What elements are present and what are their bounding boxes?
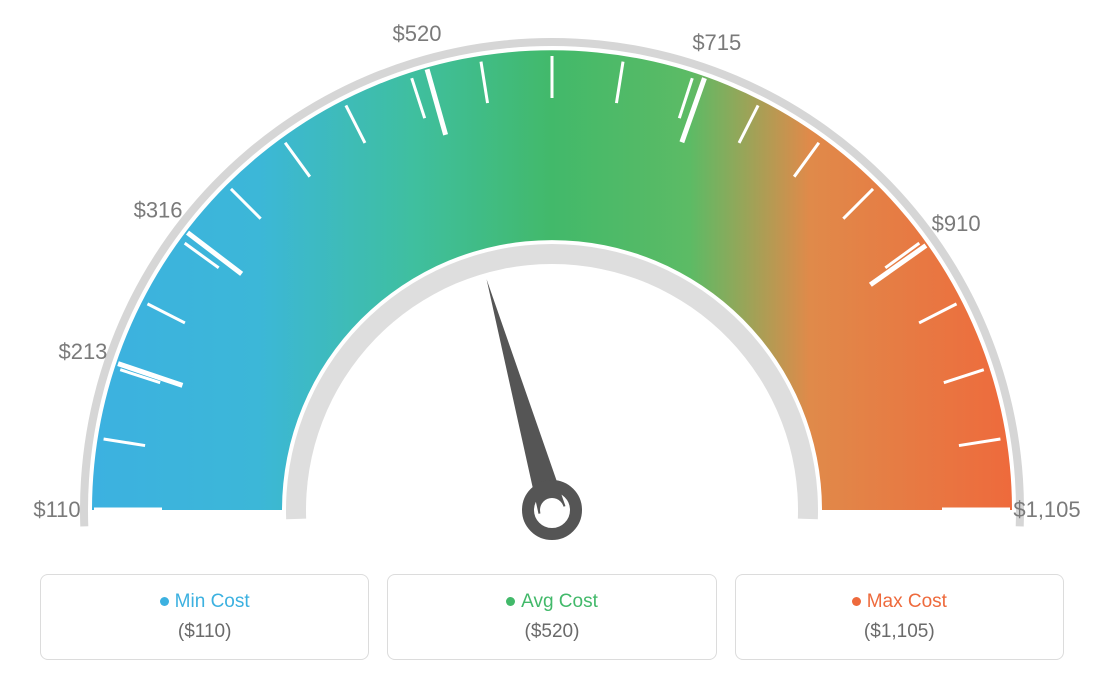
legend-box-min: Min Cost ($110) [40,574,369,660]
gauge-tick-label: $1,105 [1013,497,1080,522]
gauge-tick-label: $110 [33,497,80,522]
legend-value-avg: ($520) [398,621,705,643]
legend-label-min: Min Cost [51,591,358,613]
legend-label-max: Max Cost [746,591,1053,613]
gauge-area: $110 $213 $316 $520 $715 $910 $1,105 [0,0,1104,560]
gauge-tick-label: $715 [692,30,741,55]
legend-label-avg-text: Avg Cost [521,591,598,612]
legend-label-max-text: Max Cost [867,591,947,612]
gauge-tick-label: $213 [58,339,107,364]
legend-dot-avg [506,597,515,606]
gauge-needle-hub-inner [540,498,564,522]
legend-dot-min [160,597,169,606]
legend-label-min-text: Min Cost [175,591,250,612]
gauge-svg: $110 $213 $316 $520 $715 $910 $1,105 [0,0,1104,560]
legend-label-avg: Avg Cost [398,591,705,613]
gauge-chart-container: $110 $213 $316 $520 $715 $910 $1,105 Min Cost … [0,0,1104,690]
gauge-tick-label: $520 [393,21,442,46]
legend-dot-max [852,597,861,606]
gauge-tick-label: $910 [932,211,981,236]
gauge-needle [487,279,566,514]
legend-value-max: ($1,105) [746,621,1053,643]
legend-box-avg: Avg Cost ($520) [387,574,716,660]
legend-row: Min Cost ($110) Avg Cost ($520) Max Cost… [40,574,1064,660]
gauge-tick-label: $316 [134,197,183,222]
legend-value-min: ($110) [51,621,358,643]
legend-box-max: Max Cost ($1,105) [735,574,1064,660]
